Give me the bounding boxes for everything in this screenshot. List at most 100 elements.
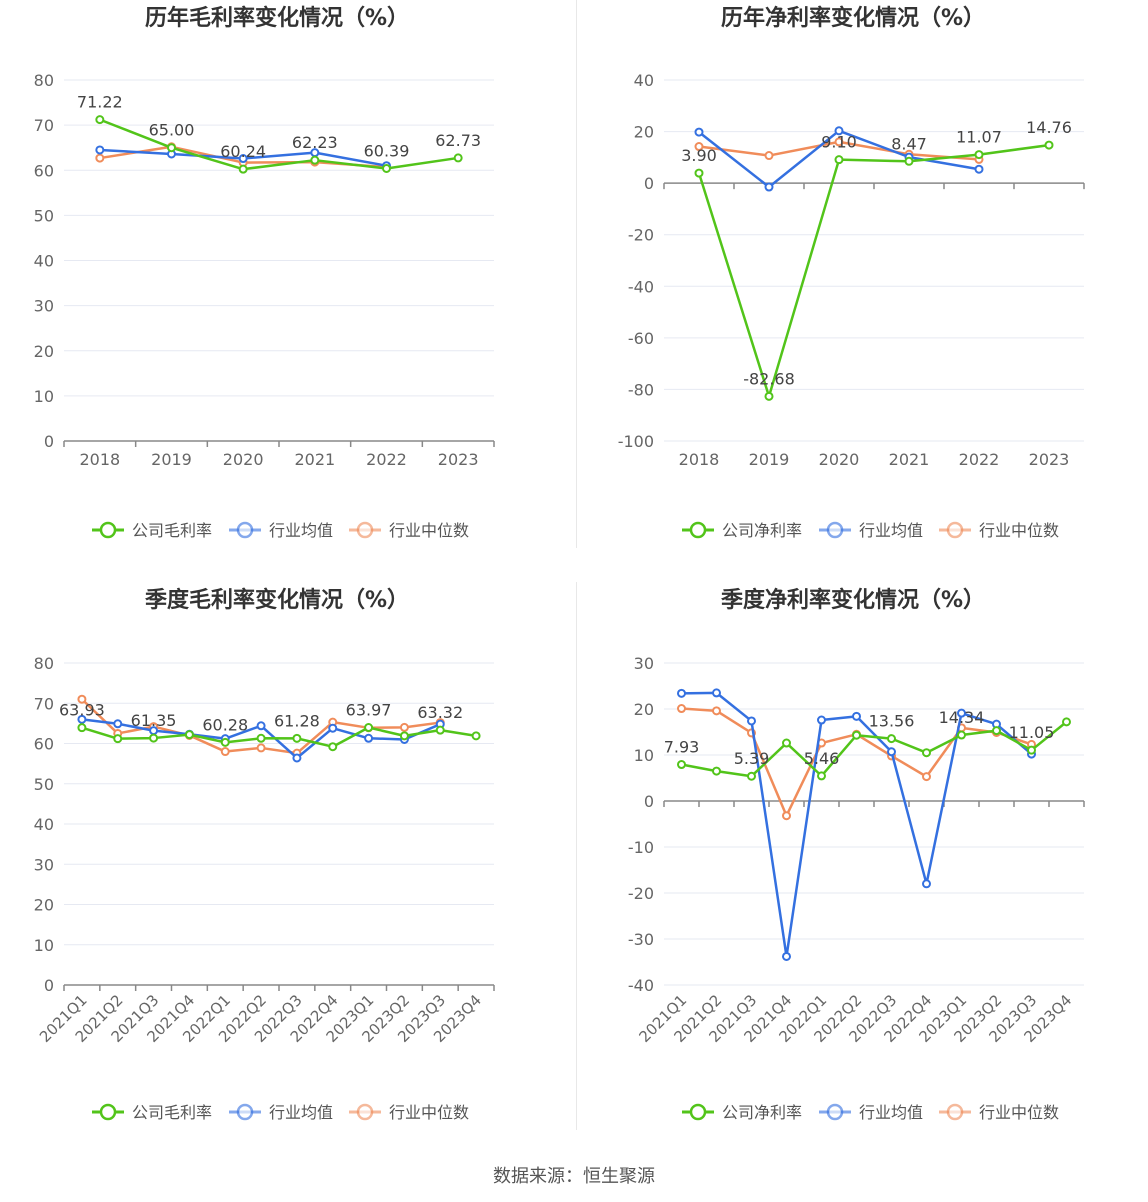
data-point[interactable] [382, 163, 391, 173]
panel-divider-bottom [576, 582, 577, 1130]
data-label: 62.23 [292, 133, 338, 152]
data-point[interactable] [435, 725, 445, 735]
data-point[interactable] [694, 168, 704, 178]
data-point[interactable] [95, 115, 105, 125]
data-point[interactable] [922, 879, 931, 889]
legend-item-1[interactable]: 公司净利率 [682, 1103, 802, 1122]
data-point[interactable] [817, 771, 826, 781]
data-point[interactable] [764, 151, 774, 161]
data-point[interactable] [712, 688, 721, 698]
data-label: 5.39 [734, 749, 770, 768]
data-point[interactable] [292, 733, 302, 743]
legend-item-2[interactable]: 行业均值 [819, 521, 923, 540]
legend-item-3[interactable]: 行业中位数 [939, 521, 1059, 540]
legend-item-1[interactable]: 公司毛利率 [92, 521, 212, 540]
y-tick-label: 0 [644, 174, 654, 193]
data-point[interactable] [256, 721, 266, 731]
data-point[interactable] [694, 142, 704, 152]
legend-item-1[interactable]: 公司毛利率 [92, 1103, 212, 1122]
data-point[interactable] [712, 766, 721, 776]
data-point[interactable] [77, 714, 87, 724]
data-point[interactable] [149, 733, 159, 743]
data-point[interactable] [453, 153, 463, 163]
data-point[interactable] [992, 726, 1001, 736]
data-point[interactable] [1027, 745, 1036, 755]
data-label: 7.93 [664, 738, 700, 757]
data-point[interactable] [764, 391, 774, 401]
data-point[interactable] [922, 772, 931, 782]
legend-label: 行业中位数 [389, 1103, 469, 1122]
legend-item-2[interactable]: 行业均值 [229, 1103, 333, 1122]
data-point[interactable] [834, 126, 844, 136]
legend-item-2[interactable]: 行业均值 [229, 521, 333, 540]
data-point[interactable] [904, 156, 914, 166]
data-point[interactable] [77, 723, 87, 733]
data-point[interactable] [238, 154, 248, 164]
data-point[interactable] [852, 711, 861, 721]
data-point[interactable] [764, 182, 774, 192]
y-tick-label: 40 [634, 71, 654, 90]
legend-item-3[interactable]: 行业中位数 [939, 1103, 1059, 1122]
data-point[interactable] [677, 760, 686, 770]
y-tick-label: 40 [34, 815, 54, 834]
data-point[interactable] [292, 753, 302, 763]
legend-item-2[interactable]: 行业均值 [819, 1103, 923, 1122]
legend-label: 公司净利率 [722, 521, 802, 540]
data-point[interactable] [95, 145, 105, 155]
data-point[interactable] [887, 747, 896, 757]
data-point[interactable] [677, 688, 686, 698]
data-point[interactable] [817, 715, 826, 725]
data-point[interactable] [922, 748, 931, 758]
data-point[interactable] [399, 731, 409, 741]
legend-item-3[interactable]: 行业中位数 [349, 521, 469, 540]
data-point[interactable] [782, 738, 791, 748]
legend-swatch-marker [946, 521, 964, 539]
data-point[interactable] [95, 153, 105, 163]
data-point[interactable] [957, 708, 966, 718]
data-point[interactable] [747, 771, 756, 781]
data-point[interactable] [834, 155, 844, 165]
data-point[interactable] [256, 733, 266, 743]
data-point[interactable] [974, 164, 984, 174]
data-point[interactable] [677, 704, 686, 714]
legend-item-1[interactable]: 公司净利率 [682, 521, 802, 540]
data-point[interactable] [364, 723, 374, 733]
panel-divider-top [576, 0, 577, 548]
series-line-1 [681, 720, 1068, 778]
data-point[interactable] [747, 716, 756, 726]
annual-net-svg: 历年净利率变化情况（%） -100 -80 -60 -40 -20 0 20 40 2018 201… [618, 5, 1085, 540]
data-point[interactable] [113, 734, 123, 744]
y-tick-label: 20 [34, 896, 54, 915]
y-tick-label: -80 [628, 380, 654, 399]
data-point[interactable] [310, 155, 320, 165]
data-point[interactable] [852, 730, 861, 740]
legend-label: 行业均值 [859, 521, 923, 540]
data-point[interactable] [256, 743, 266, 753]
data-point[interactable] [974, 150, 984, 160]
data-point[interactable] [167, 143, 176, 153]
data-point[interactable] [887, 734, 896, 744]
data-point[interactable] [364, 733, 374, 743]
legend-item-3[interactable]: 行业中位数 [349, 1103, 469, 1122]
series-line-1 [99, 118, 459, 171]
data-point[interactable] [399, 722, 409, 732]
data-point[interactable] [184, 730, 194, 740]
legend-label: 公司毛利率 [132, 521, 212, 540]
data-point[interactable] [238, 164, 248, 174]
data-point[interactable] [328, 742, 338, 752]
data-point[interactable] [220, 737, 230, 747]
data-point[interactable] [77, 694, 87, 704]
data-point[interactable] [712, 706, 721, 716]
data-point[interactable] [113, 719, 123, 729]
data-point[interactable] [328, 723, 338, 733]
data-point[interactable] [220, 747, 230, 757]
data-point[interactable] [834, 137, 844, 147]
data-point[interactable] [1062, 717, 1071, 727]
data-point[interactable] [782, 951, 791, 961]
data-point[interactable] [1044, 140, 1054, 150]
quarterly-net-margin-chart: 季度净利率变化情况（%） -40 -30 -20 -10 0 10 20 30 2021Q1 202… [578, 582, 1148, 1142]
data-point[interactable] [782, 811, 791, 821]
data-point[interactable] [957, 730, 966, 740]
data-point[interactable] [694, 127, 704, 137]
data-point[interactable] [471, 731, 481, 741]
